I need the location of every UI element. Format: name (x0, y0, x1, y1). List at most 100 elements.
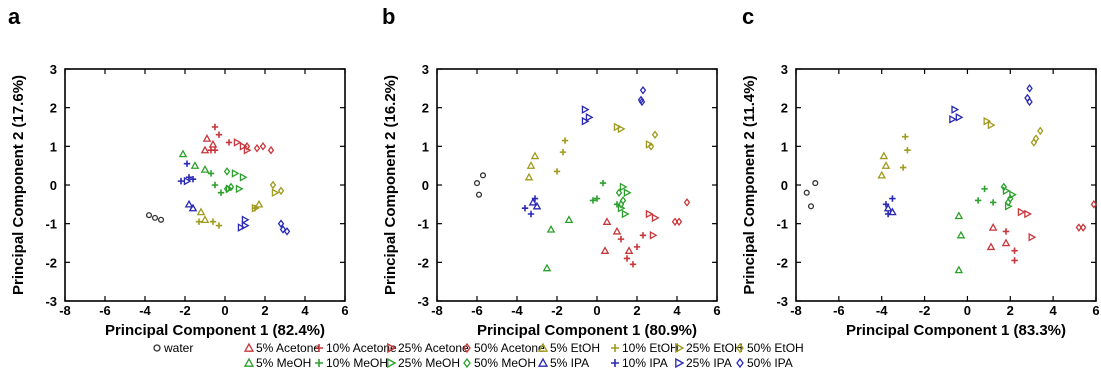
legend-marker (537, 342, 549, 352)
data-point (1011, 257, 1018, 264)
data-point (981, 185, 988, 193)
legend-entry: 25% MeOH (387, 356, 460, 370)
legend-label: water (163, 341, 193, 355)
legend-entry: 5% IPA (537, 356, 589, 370)
data-series (883, 203, 897, 216)
data-point (879, 151, 889, 160)
data-point (621, 209, 630, 219)
x-tick-label: 6 (713, 303, 720, 318)
legend-entry: 25% IPA (675, 356, 732, 370)
legend-marker (675, 357, 685, 369)
data-point (223, 184, 231, 194)
data-point (145, 212, 153, 219)
data-point (1026, 84, 1033, 93)
data-point (1030, 138, 1038, 147)
data-series (200, 134, 218, 154)
x-tick-label: -4 (876, 303, 888, 318)
y-tick-label: -2 (776, 255, 788, 270)
data-series (277, 219, 291, 236)
data-series (177, 160, 197, 185)
data-point (883, 203, 893, 212)
data-point (190, 161, 200, 169)
data-point (235, 184, 244, 194)
data-point (899, 164, 907, 171)
data-point (524, 172, 534, 181)
legend-entry: 50% EtOH (736, 341, 804, 355)
legend-marker (315, 359, 323, 367)
y-axis-label: Principal Component 2 (16.2%) (382, 75, 399, 295)
data-series (528, 197, 542, 210)
legend-entry: 50% Acetone (463, 341, 545, 355)
data-point (675, 217, 683, 227)
data-point (1017, 207, 1026, 217)
data-series (1017, 207, 1037, 242)
data-point (882, 201, 890, 208)
data-point (624, 246, 634, 254)
data-point (473, 180, 481, 187)
data-point (1079, 223, 1087, 232)
data-point (254, 199, 264, 208)
data-point (581, 116, 590, 126)
data-series (184, 199, 198, 212)
y-tick-label: 3 (422, 62, 429, 77)
figure-legend: water 5% Acetone 10% Acetone 25% Acetone 50%… (153, 341, 804, 370)
data-point (989, 199, 997, 206)
data-point (183, 176, 192, 186)
data-point (253, 143, 261, 153)
data-point (612, 226, 622, 235)
x-tick-label: 4 (1050, 303, 1058, 318)
data-point (617, 200, 625, 209)
data-point (267, 145, 275, 155)
data-point (623, 188, 632, 198)
data-point (532, 201, 542, 210)
data-point (974, 197, 982, 204)
data-point (1090, 200, 1098, 209)
scatter-panel-a: a -8 -6 -4 -2 0 2 4 6 -3 -2 -1 0 1 2 3 Principal Compone… (8, 4, 349, 339)
data-series (473, 172, 487, 198)
data-point (949, 114, 957, 124)
y-tick-label: -2 (417, 255, 429, 270)
data-point (479, 172, 487, 179)
data-series (986, 222, 1011, 251)
data-series (1024, 84, 1033, 107)
y-axis-label: Principal Component 2 (17.6%) (10, 75, 27, 295)
data-point (615, 188, 623, 198)
data-series (207, 170, 225, 196)
legend-label: 10% MeOH (326, 356, 388, 370)
data-series (553, 137, 569, 175)
data-point (283, 227, 291, 236)
data-point (629, 261, 637, 268)
data-point (881, 161, 891, 169)
y-tick-label: -3 (417, 294, 429, 309)
x-tick-label: 0 (221, 303, 228, 318)
data-series (251, 188, 280, 213)
data-series (183, 176, 250, 232)
x-tick-label: -4 (511, 303, 523, 318)
data-point (185, 174, 193, 181)
legend-marker (675, 342, 685, 354)
data-point (188, 203, 198, 212)
legend-marker (537, 357, 549, 367)
legend-label: 25% EtOH (686, 341, 743, 355)
data-point (617, 124, 626, 134)
data-point (647, 142, 655, 151)
data-point (202, 134, 212, 142)
data-series (877, 151, 891, 179)
data-point (988, 222, 998, 231)
data-point (902, 133, 909, 140)
data-point (269, 180, 277, 190)
legend-marker (611, 359, 619, 367)
data-point (239, 142, 248, 151)
y-tick-label: -3 (45, 294, 57, 309)
data-point (987, 120, 996, 130)
data-point (211, 147, 219, 154)
data-point (651, 213, 660, 223)
legend-marker (243, 357, 255, 367)
data-point (1001, 238, 1011, 247)
data-point (1000, 182, 1008, 192)
data-series (1075, 200, 1098, 232)
y-axis-label: Principal Component 2 (11.4%) (741, 75, 758, 294)
data-point (475, 191, 483, 198)
legend-marker (387, 357, 397, 369)
